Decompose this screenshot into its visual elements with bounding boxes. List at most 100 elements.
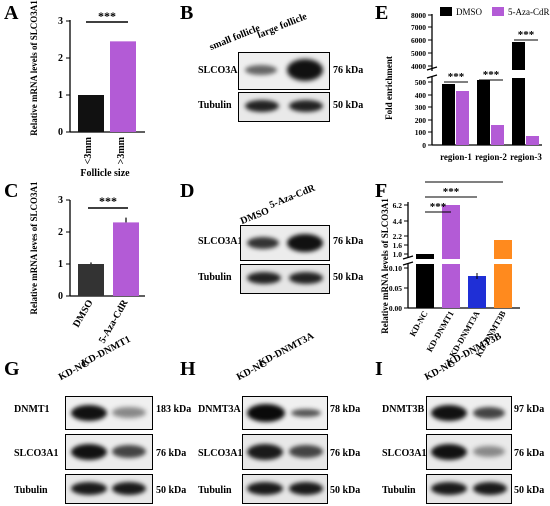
panel-f-bar-dnmt3a — [468, 276, 486, 308]
panel-f-axis-break — [402, 261, 414, 266]
panel-g-blot-dnmt1 — [65, 396, 153, 430]
panel-e-tick: 4000 — [411, 62, 432, 71]
panel-e-xtick-r2: region-2 — [475, 152, 507, 162]
panel-a-xtick-large: >3mm — [116, 136, 127, 164]
panel-d-lane-aza: 5-Aza-CdR — [267, 182, 317, 211]
panel-e-tick: 8000 — [411, 11, 432, 20]
band — [245, 65, 277, 75]
panel-h-kda-tubulin: 50 kDa — [330, 485, 361, 496]
panel-c-tick-label: 2 — [58, 227, 63, 238]
panel-e-tick: 7000 — [411, 23, 432, 32]
panel-b-kda-tubulin: 50 kDa — [333, 100, 364, 111]
panel-e-tick-label: 4000 — [411, 62, 426, 71]
band — [289, 445, 323, 458]
panel-a-tick: 0 — [58, 127, 70, 138]
panel-d-label-tubulin: Tubulin — [198, 272, 232, 283]
panel-e-tick-label: 6000 — [411, 36, 426, 45]
panel-f-bar-kdnc-top — [416, 254, 434, 259]
panel-i-label-slco3a1: SLCO3A1 — [382, 448, 427, 459]
panel-letter-a: A — [4, 2, 19, 24]
panel-i-label-tubulin: Tubulin — [382, 485, 416, 496]
panel-g-kda-tubulin: 50 kDa — [156, 485, 187, 496]
panel-e-tick-label: 8000 — [411, 11, 426, 20]
panel-b-label-tubulin: Tubulin — [198, 100, 232, 111]
panel-d-blot-tubulin — [240, 264, 330, 294]
band — [247, 237, 279, 249]
panel-f-tick: 4.4 — [393, 217, 408, 226]
band — [112, 482, 146, 495]
panel-b-kda-slco3a1: 76 kDa — [333, 65, 364, 76]
panel-f-bar-dnmt1-bottom — [442, 264, 460, 308]
band — [473, 407, 505, 419]
band — [247, 272, 281, 284]
panel-h-blot-dnmt3a — [242, 396, 328, 430]
panel-c-sig-stars: *** — [99, 194, 117, 208]
panel-f-bar-kdnc-bottom — [416, 264, 434, 308]
panel-f-bar-dnmt3b-bottom — [494, 264, 512, 308]
panel-f-tick: 1.6 — [393, 241, 408, 250]
panel-e-tick: 400 — [415, 91, 432, 100]
panel-e-tick: 5000 — [411, 49, 432, 58]
band — [287, 59, 323, 81]
panel-e-tick-label: 300 — [415, 103, 427, 112]
panel-f-tick-label: 0.00 — [389, 304, 402, 313]
panel-e-tick-label: 100 — [415, 128, 427, 137]
panel-f-tick-label: 6.2 — [393, 201, 403, 210]
panel-a-xlabel: Follicle size — [80, 168, 130, 179]
panel-i-blot-slco3a1 — [426, 434, 512, 470]
panel-e-axis-break — [426, 74, 438, 79]
panel-i-kda-slco3a1: 76 kDa — [514, 448, 545, 459]
panel-f-chart: Relative mRNA levels of SLCO3A1 6.2 4.4 … — [380, 178, 520, 358]
band — [247, 482, 283, 495]
panel-f-xtick-kdnc: KD-NC — [407, 309, 430, 338]
panel-a-xtick-small: <3mm — [83, 136, 94, 164]
panel-c-ylabel: Relative mRNA leves of SLCO3A1 — [29, 181, 39, 314]
panel-e-tick: 200 — [415, 116, 432, 125]
panel-e-tick-label: 5000 — [411, 49, 426, 58]
panel-e-bar-r3-aza — [526, 136, 539, 145]
panel-e-bar-r1-aza — [456, 91, 469, 145]
band — [112, 407, 146, 418]
band — [287, 234, 323, 252]
panel-h-label-tubulin: Tubulin — [198, 485, 232, 496]
panel-i-blot-tubulin — [426, 474, 512, 504]
panel-f-sig-stars-dnmt3a: *** — [443, 186, 460, 198]
panel-c-chart: Relative mRNA leves of SLCO3A1 0 1 2 3 *… — [29, 181, 145, 345]
panel-i-blot-dnmt3b — [426, 396, 512, 430]
panel-i-label-dnmt3b: DNMT3B — [382, 404, 425, 415]
panel-g-kda-slco3a1: 76 kDa — [156, 448, 187, 459]
band — [289, 100, 323, 112]
panel-f-tick-label: 4.4 — [393, 217, 403, 226]
band — [247, 404, 285, 422]
panel-f-tick-label: 0.05 — [389, 284, 402, 293]
panel-letter-h: H — [180, 358, 196, 380]
panel-letter-i: I — [375, 358, 383, 380]
band — [112, 445, 146, 458]
panel-letter-b: B — [180, 2, 194, 24]
panel-f-tick: 2.2 — [393, 232, 408, 241]
panel-a-tick: 2 — [58, 53, 70, 64]
panel-h-label-dnmt3a: DNMT3A — [198, 404, 241, 415]
panel-e-bar-r3-dmso-top — [512, 42, 525, 70]
panel-f-bar-dnmt1-top — [442, 205, 460, 259]
panel-e-tick: 100 — [415, 128, 432, 137]
band — [289, 272, 323, 284]
panel-e-legend-aza: 5-Aza-CdR — [508, 7, 550, 17]
panel-f-sig-stars-dnmt3b: *** — [466, 178, 483, 183]
band — [291, 409, 321, 417]
panel-e-tick: 500 — [415, 78, 432, 87]
panel-h-lane-dnmt3a: KD-DNMT3A — [256, 330, 316, 369]
panel-c-bar-dmso — [78, 264, 104, 296]
panel-e-legend-dmso: DMSO — [456, 7, 483, 17]
band — [71, 405, 107, 421]
panel-a-sig-stars: *** — [98, 9, 116, 23]
panel-d-kda-slco3a1: 76 kDa — [333, 236, 364, 247]
panel-i-kda-tubulin: 50 kDa — [514, 485, 545, 496]
panel-c-bar-aza — [113, 222, 139, 296]
panel-a-tick-label: 1 — [58, 90, 63, 101]
band — [431, 405, 467, 421]
panel-g-kda-dnmt1: 183 kDa — [156, 404, 192, 415]
panel-e-bar-r2-aza — [491, 125, 504, 145]
band — [473, 446, 505, 457]
panel-e-legend-swatch-dmso — [440, 7, 452, 16]
